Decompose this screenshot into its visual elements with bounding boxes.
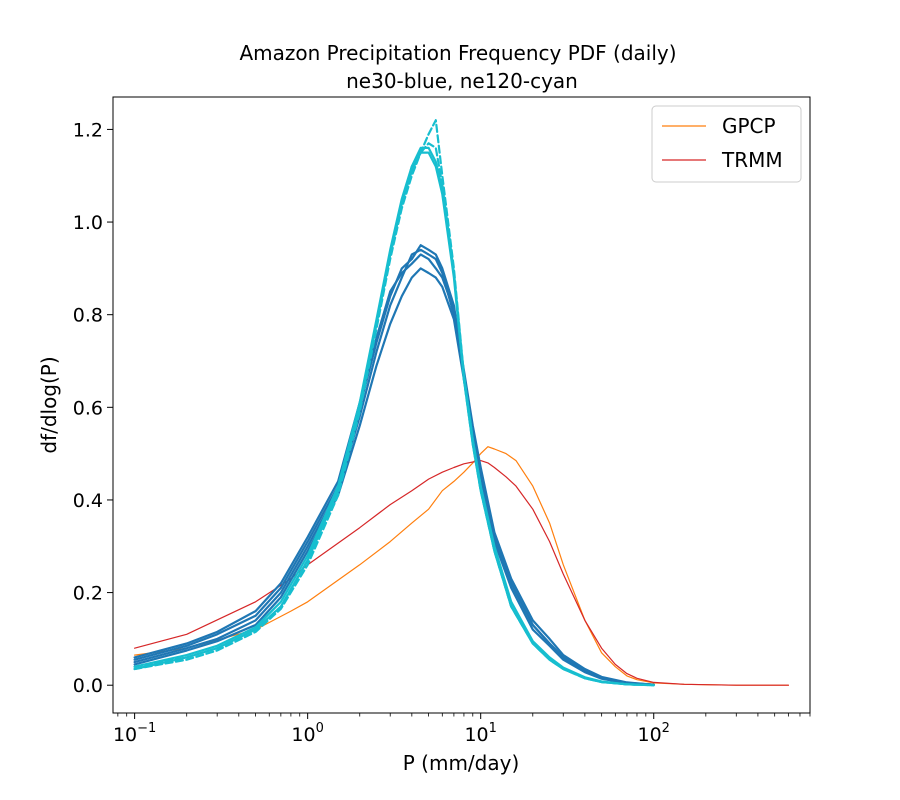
x-tick-label: 101 <box>464 721 496 746</box>
x-tick-label: 100 <box>291 721 323 746</box>
series-line-ne30-run-2 <box>133 244 655 686</box>
plot-area: 0.0 0.2 0.4 0.6 0.8 1.0 1.2 10−1 100 101 102 <box>73 96 811 746</box>
series-line-ne120-run-4 <box>133 142 655 687</box>
y-tick-label: 0.6 <box>73 397 103 419</box>
series-line-ne30-run-3 <box>133 267 655 686</box>
y-tick-label: 0.0 <box>73 675 103 697</box>
series-line-gpcp <box>134 446 790 686</box>
y-tick-label: 1.2 <box>73 119 103 141</box>
series-line-ne30-run-4 <box>133 253 655 686</box>
chart-subtitle: ne30-blue, ne120-cyan <box>346 69 578 93</box>
y-tick-label: 0.8 <box>73 305 103 327</box>
y-tick-label: 0.2 <box>73 583 103 605</box>
series-group <box>133 119 790 687</box>
series-line-trmm <box>134 460 790 686</box>
legend-label-gpcp: GPCP <box>722 114 776 138</box>
y-tick-label: 1.0 <box>73 212 103 234</box>
x-tick-label: 10−1 <box>113 721 156 746</box>
legend: GPCP TRMM <box>651 105 802 183</box>
chart-title: Amazon Precipitation Frequency PDF (dail… <box>239 41 676 65</box>
x-tick-label: 102 <box>637 721 669 746</box>
y-axis-label: df/dlog(P) <box>37 356 61 453</box>
legend-box <box>651 105 802 183</box>
x-axis-label: P (mm/day) <box>403 751 520 775</box>
plot-frame <box>112 96 811 714</box>
y-tick-label: 0.4 <box>73 490 103 512</box>
legend-label-trmm: TRMM <box>721 148 783 172</box>
series-line-ne120-run-2 <box>133 146 655 687</box>
